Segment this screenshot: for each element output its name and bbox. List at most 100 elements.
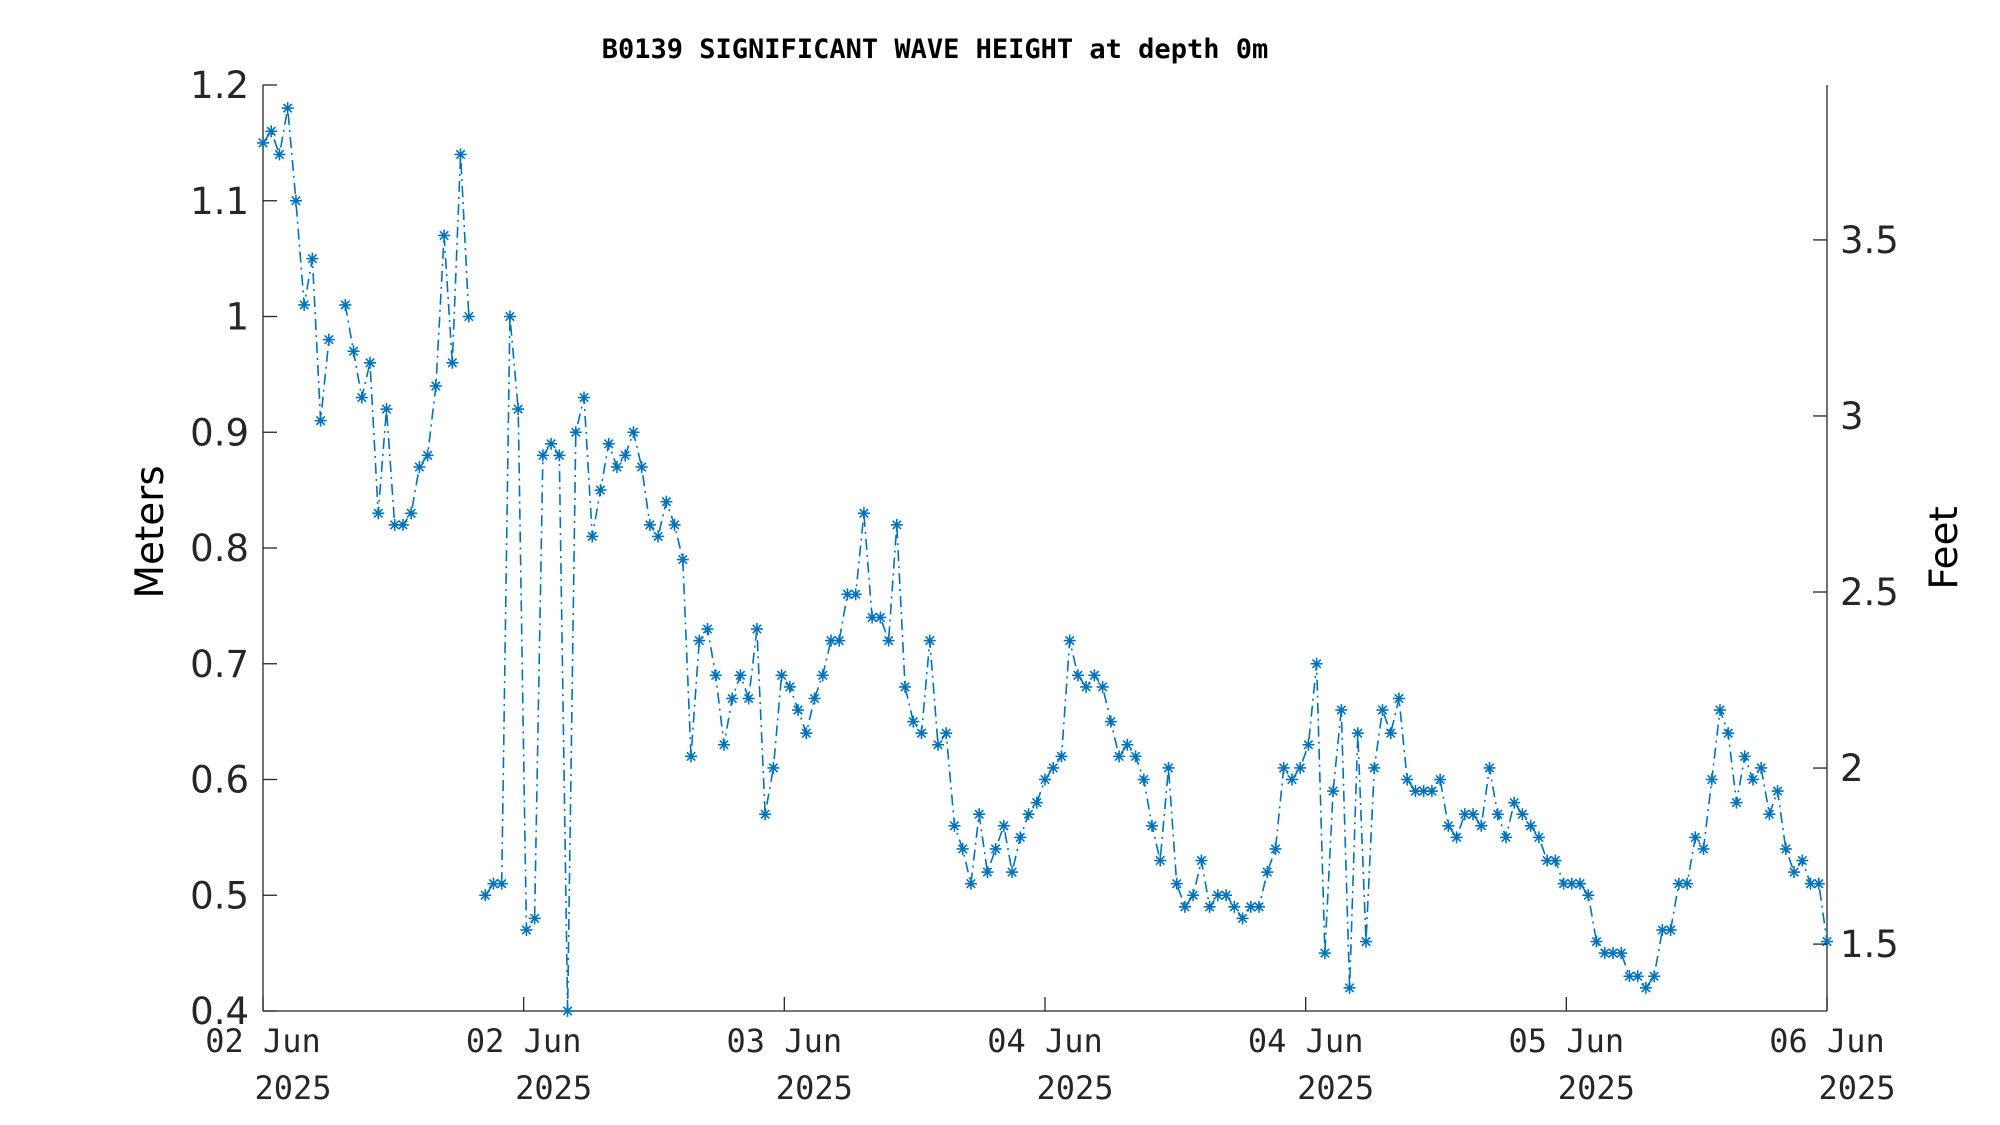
y-tick-label: 0.7 — [190, 643, 249, 686]
data-point — [438, 229, 451, 242]
data-point — [520, 923, 533, 936]
data-point — [1055, 750, 1068, 763]
data-point — [1302, 738, 1315, 751]
data-point — [816, 669, 829, 682]
data-point — [1615, 947, 1628, 960]
x-tick-label-date: 04 Jun — [987, 1022, 1103, 1060]
data-point — [512, 403, 525, 416]
data-point — [676, 553, 689, 566]
data-point — [1368, 761, 1381, 774]
data-point — [948, 819, 961, 832]
data-point — [553, 449, 566, 462]
data-point — [1779, 842, 1792, 855]
data-point — [1104, 715, 1117, 728]
data-point — [289, 194, 302, 207]
data-point — [693, 634, 706, 647]
data-point — [1681, 877, 1694, 890]
left-y-ticks: 0.4 0.5 0.6 0.7 0.8 0.9 1 1.1 1.2 — [190, 64, 277, 1033]
data-point — [989, 842, 1002, 855]
data-point — [1195, 854, 1208, 867]
data-point — [701, 623, 714, 636]
data-point — [1442, 819, 1455, 832]
right-y-tick-label: 1.5 — [1840, 923, 1899, 966]
x-tick-label-date: 02 Jun — [205, 1022, 321, 1060]
data-point — [1771, 785, 1784, 798]
data-markers — [257, 102, 1833, 1017]
data-point — [1071, 669, 1084, 682]
right-y-tick-label: 3.5 — [1840, 219, 1899, 262]
data-point — [1590, 935, 1603, 948]
data-point — [446, 356, 459, 369]
data-point — [1244, 900, 1257, 913]
data-point — [1220, 889, 1233, 902]
data-point — [652, 530, 665, 543]
data-point — [1746, 773, 1759, 786]
data-point — [619, 449, 632, 462]
data-point — [1327, 785, 1340, 798]
data-point — [709, 669, 722, 682]
data-point — [874, 611, 887, 624]
x-tick-label-date: 03 Jun — [727, 1022, 843, 1060]
right-y-tick-label: 2 — [1840, 747, 1864, 790]
data-point — [1796, 854, 1809, 867]
data-point — [1277, 761, 1290, 774]
data-point — [734, 669, 747, 682]
data-point — [421, 449, 434, 462]
data-point — [1269, 842, 1282, 855]
data-point — [405, 507, 418, 520]
data-point — [1047, 761, 1060, 774]
data-point — [495, 877, 508, 890]
data-point — [1763, 808, 1776, 821]
data-point — [1738, 750, 1751, 763]
data-point — [800, 727, 813, 740]
x-tick-label-date: 06 Jun — [1769, 1022, 1885, 1060]
data-point — [685, 750, 698, 763]
data-point — [1294, 761, 1307, 774]
data-point — [372, 507, 385, 520]
data-point — [1121, 738, 1134, 751]
data-point — [1253, 900, 1266, 913]
y-tick-label: 1.1 — [190, 180, 249, 223]
data-point — [413, 460, 426, 473]
data-point — [569, 426, 582, 439]
data-point — [347, 345, 360, 358]
data-point — [1096, 680, 1109, 693]
chart-title: B0139 SIGNIFICANT WAVE HEIGHT at depth 0… — [602, 34, 1268, 65]
data-point — [1623, 970, 1636, 983]
data-point — [1137, 773, 1150, 786]
data-point — [997, 819, 1010, 832]
data-point — [660, 495, 673, 508]
data-point — [841, 588, 854, 601]
x-tick-label-year: 2025 — [1036, 1069, 1113, 1107]
data-point — [1261, 866, 1274, 879]
data-point — [594, 484, 607, 497]
data-point — [1755, 761, 1768, 774]
data-point — [717, 738, 730, 751]
data-point — [940, 727, 953, 740]
x-tick-label-date: 02 Jun — [466, 1022, 582, 1060]
data-point — [973, 808, 986, 821]
x-tick-label-year: 2025 — [515, 1069, 592, 1107]
data-point — [1705, 773, 1718, 786]
data-point — [610, 460, 623, 473]
x-ticks: 02 Jun 2025 02 Jun 2025 03 Jun 2025 04 Jun 2025… — [205, 997, 1896, 1107]
data-point — [1236, 912, 1249, 925]
data-point — [1631, 970, 1644, 983]
data-point — [1516, 808, 1529, 821]
data-point — [1063, 634, 1076, 647]
data-point — [1113, 750, 1126, 763]
data-point — [1030, 796, 1043, 809]
data-point — [1187, 889, 1200, 902]
data-point — [1351, 727, 1364, 740]
data-point — [1532, 831, 1545, 844]
y-axis-label-left: Meters — [128, 465, 173, 598]
data-point — [767, 761, 780, 774]
data-point — [1335, 704, 1348, 717]
right-y-tick-label: 3 — [1840, 395, 1864, 438]
data-point — [1154, 854, 1167, 867]
data-point — [1014, 831, 1027, 844]
data-point — [726, 692, 739, 705]
x-tick-label-year: 2025 — [1818, 1069, 1895, 1107]
